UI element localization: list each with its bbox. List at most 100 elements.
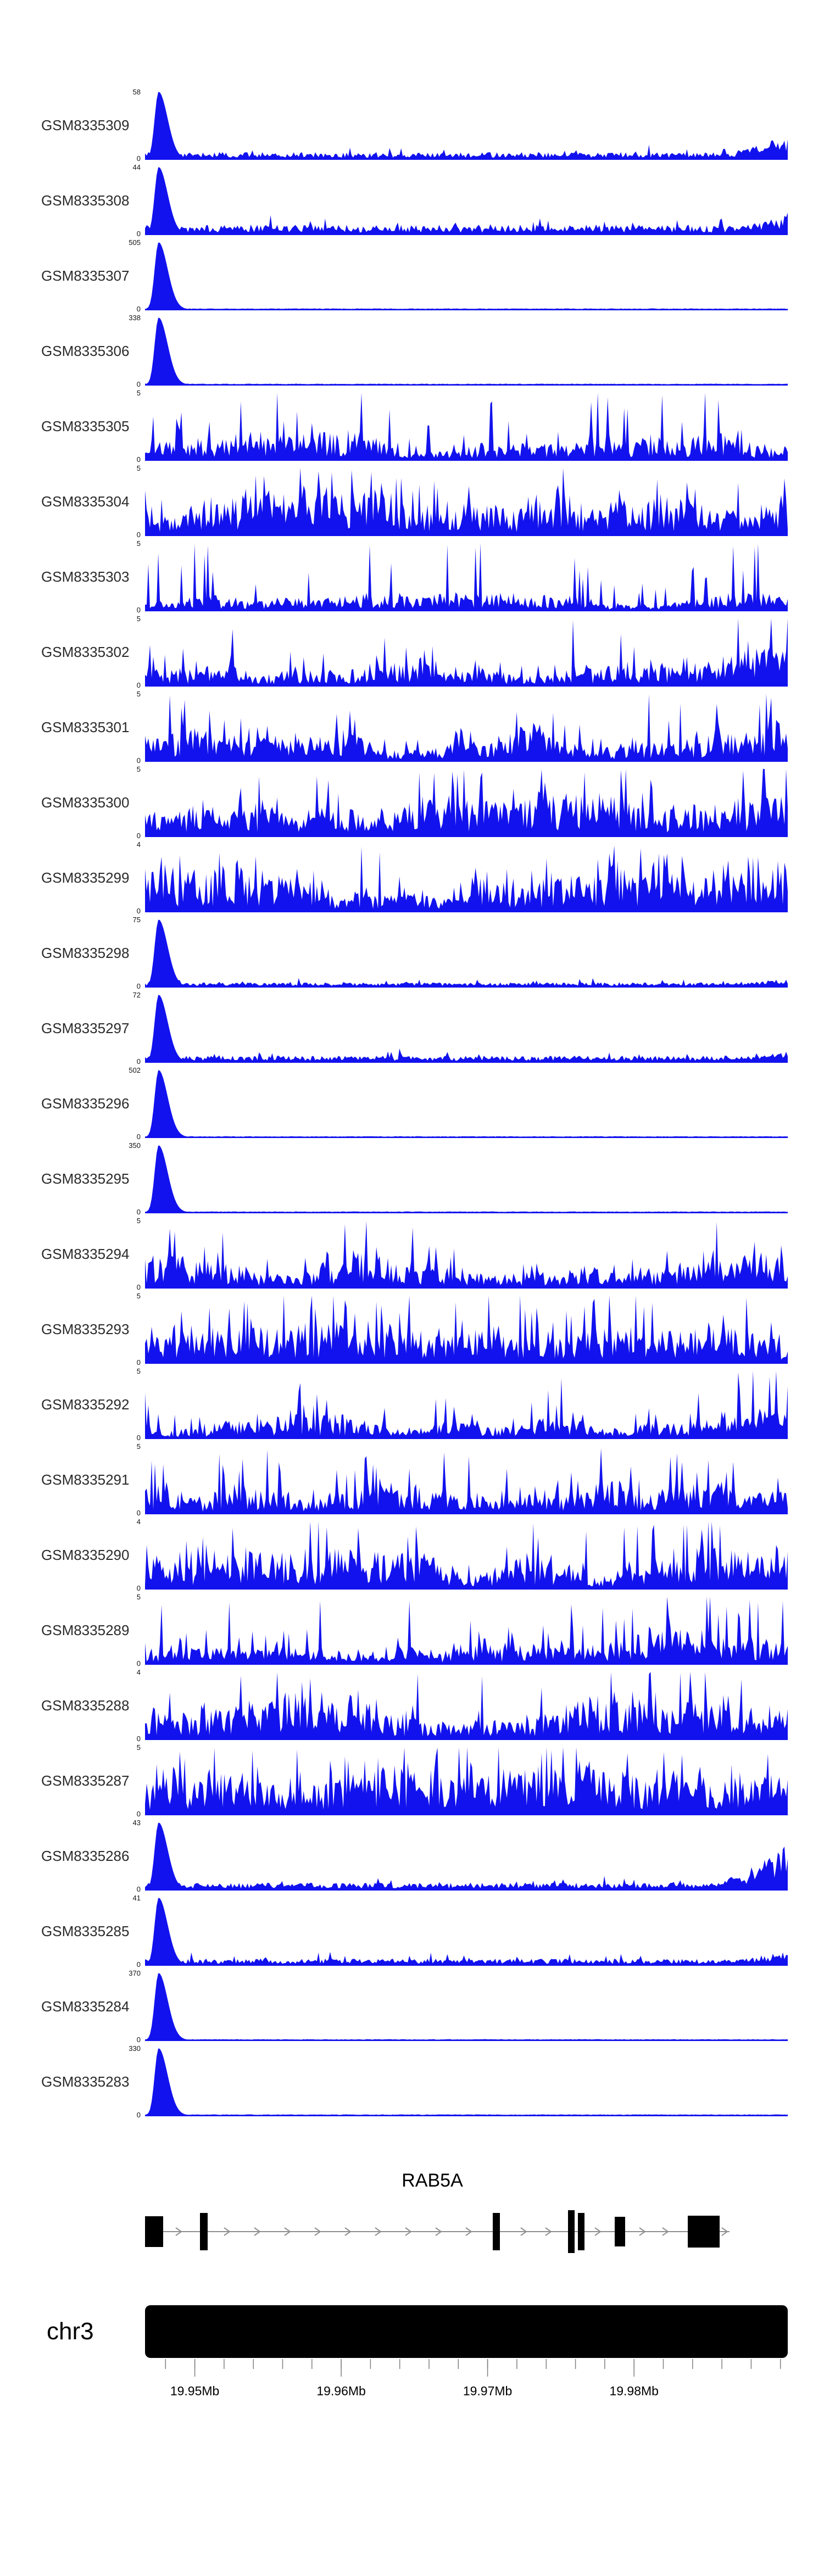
y-axis-max-label: 5	[136, 615, 141, 623]
y-axis-max-label: 4	[136, 1518, 141, 1526]
coverage-area-svg	[145, 1448, 788, 1514]
y-axis-max-label: 5	[136, 1292, 141, 1300]
y-axis-min-label: 0	[136, 230, 141, 238]
coverage-plot: 505 0	[129, 239, 788, 313]
y-axis-max-label: 4	[136, 840, 141, 849]
coverage-baseline	[145, 535, 788, 536]
y-axis-max-label: 41	[132, 1894, 141, 1902]
coverage-area-svg	[145, 393, 788, 461]
coverage-plot: 5 0	[137, 615, 788, 689]
coverage-plot: 5 0	[137, 1593, 788, 1667]
coverage-baseline	[145, 460, 788, 461]
coverage-area-svg	[145, 167, 788, 235]
exon	[568, 2210, 575, 2254]
track-row: GSM8335291 5 0	[0, 1443, 824, 1520]
track-label: GSM8335284	[41, 1998, 130, 2015]
coverage-area-svg	[145, 468, 788, 536]
strand-arrow-icon	[662, 2227, 669, 2237]
exon	[493, 2213, 500, 2251]
strand-arrow-icon	[284, 2227, 291, 2237]
coverage-area	[145, 1145, 788, 1213]
coverage-baseline	[145, 1438, 788, 1439]
track-label: GSM8335309	[41, 116, 130, 133]
track-row: GSM8335288 4 0	[0, 1669, 824, 1746]
coverage-area-svg	[145, 1672, 788, 1740]
coverage-baseline	[145, 836, 788, 837]
y-axis-max-label: 72	[132, 991, 141, 999]
axis-tick-label: 19.97Mb	[463, 2384, 513, 2398]
coverage-plot: 502 0	[129, 1067, 788, 1140]
coverage-area-svg	[145, 1296, 788, 1364]
y-axis-min-label: 0	[136, 1057, 141, 1066]
track-row: GSM8335284 370 0	[0, 1970, 824, 2047]
coverage-baseline	[145, 234, 788, 235]
y-axis-min-label: 0	[136, 1509, 141, 1517]
y-axis-min-label: 0	[136, 982, 141, 990]
coverage-plot: 5 0	[137, 1744, 788, 1817]
strand-arrow-icon	[224, 2227, 231, 2237]
y-axis-max-label: 75	[132, 916, 141, 924]
track-label: GSM8335294	[41, 1245, 130, 1262]
coverage-area-svg	[145, 1822, 788, 1891]
y-axis-min-label: 0	[136, 1960, 141, 1969]
coverage-plot: 5 0	[137, 1443, 788, 1516]
coverage-plot: 370 0	[129, 1970, 788, 2043]
coverage-area-svg	[145, 769, 788, 837]
coverage-area-svg	[145, 1220, 788, 1289]
track-label: GSM8335300	[41, 794, 130, 811]
strand-arrow-icon	[545, 2227, 552, 2237]
y-axis-min-label: 0	[136, 1885, 141, 1893]
coverage-tracks: GSM8335309 58 0 GSM8335308 4 4 0 GSM83353…	[0, 88, 824, 2118]
track-label: GSM8335289	[41, 1621, 130, 1638]
track-label: GSM8335286	[41, 1847, 130, 1864]
genomic-axis-svg: 19.95Mb 19.96Mb 19.97Mb 19.98Mb	[165, 2359, 781, 2398]
track-label: GSM8335308	[41, 192, 130, 209]
coverage-area-svg	[145, 1070, 788, 1138]
track-row: GSM8335292 5 0	[0, 1367, 824, 1445]
y-axis-min-label: 0	[136, 1208, 141, 1216]
track-row: GSM8335285 41 0	[0, 1894, 824, 1972]
coverage-area	[145, 1371, 788, 1439]
y-axis-max-label: 5	[136, 1367, 141, 1375]
coverage-area	[145, 1448, 788, 1514]
track-row: GSM8335305 5 0	[0, 389, 824, 467]
y-axis-min-label: 0	[136, 1283, 141, 1291]
y-axis-min-label: 0	[136, 531, 141, 539]
coverage-area-svg	[145, 242, 788, 310]
coverage-area	[145, 1521, 788, 1590]
coverage-baseline	[145, 1965, 788, 1966]
coverage-plot: 4 0	[137, 1669, 788, 1742]
coverage-area-svg	[145, 919, 788, 988]
y-axis-min-label: 0	[136, 832, 141, 840]
track-label: GSM8335305	[41, 417, 130, 434]
coverage-area-svg	[145, 1597, 788, 1665]
strand-arrow-icon	[405, 2227, 412, 2237]
y-axis-min-label: 0	[136, 907, 141, 915]
coverage-area-svg	[145, 1145, 788, 1213]
coverage-plot: 43 0	[133, 1819, 788, 1893]
exon	[615, 2217, 625, 2247]
axis-tick-label: 19.95Mb	[170, 2384, 220, 2398]
coverage-plot: 5 0	[137, 690, 788, 764]
track-label: GSM8335287	[41, 1772, 130, 1789]
coverage-area-svg	[145, 1898, 788, 1966]
track-label: GSM8335296	[41, 1095, 130, 1112]
track-row: GSM8335296 502 0	[0, 1067, 824, 1144]
chromosome-row: chr3	[0, 2305, 824, 2358]
coverage-plot: 58 0	[133, 88, 788, 162]
coverage-plot: 72 0	[133, 991, 788, 1065]
track-label: GSM8335299	[41, 869, 130, 886]
coverage-baseline	[145, 1814, 788, 1815]
y-axis-max-label: 58	[132, 88, 141, 96]
y-axis-min-label: 0	[136, 455, 141, 464]
y-axis-min-label: 0	[136, 1358, 141, 1367]
coverage-baseline	[145, 2115, 788, 2116]
track-row: GSM8335286 43 0	[0, 1819, 824, 1897]
track-label: GSM8335293	[41, 1320, 130, 1337]
coverage-area-svg	[145, 2048, 788, 2116]
coverage-area-svg	[145, 1371, 788, 1439]
coverage-area-svg	[145, 1521, 788, 1590]
coverage-area-svg	[145, 317, 788, 386]
coverage-baseline	[145, 1363, 788, 1364]
y-axis-max-label: 5	[136, 1593, 141, 1601]
